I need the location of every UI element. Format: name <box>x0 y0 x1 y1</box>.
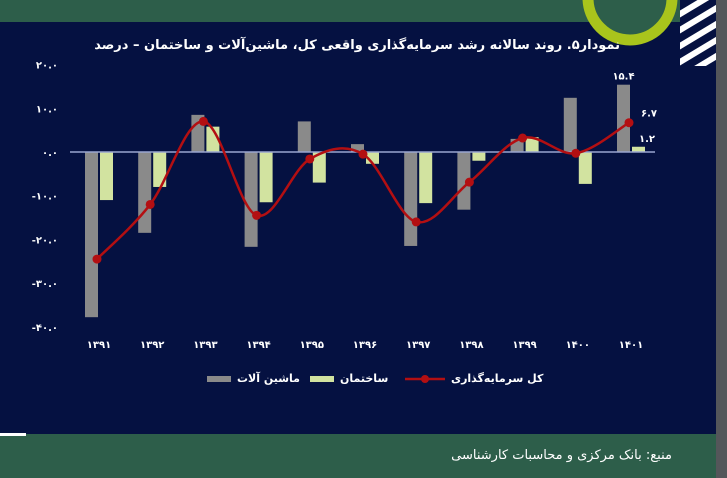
source-footer: منبع: بانک مرکزی و محاسبات کارشناسی <box>0 434 716 478</box>
x-tick-label: ۱۳۹۹ <box>512 340 536 351</box>
x-tick-label: ۱۴۰۰ <box>566 340 590 351</box>
bar-machinery <box>617 84 630 152</box>
x-tick-label: ۱۴۰۱ <box>619 340 643 351</box>
bar-construction <box>632 146 645 152</box>
source-text: منبع: بانک مرکزی و محاسبات کارشناسی <box>451 448 672 463</box>
bar-construction <box>100 152 113 201</box>
line-point-total <box>464 177 474 187</box>
bar-construction <box>419 152 433 204</box>
x-tick-label: ۱۳۹۵ <box>300 340 324 351</box>
x-tick-label: ۱۳۹۳ <box>193 340 217 351</box>
line-point-total <box>624 118 634 128</box>
bar-construction <box>366 152 379 164</box>
legend-label-machinery: ماشین آلات <box>237 372 300 385</box>
bar-construction <box>312 152 326 183</box>
x-tick-label: ۱۳۹۶ <box>353 340 377 351</box>
legend-swatch-machinery-icon <box>207 375 231 382</box>
bar-construction <box>259 152 273 203</box>
line-point-total <box>571 148 581 158</box>
line-point-total <box>411 217 421 227</box>
bar-construction <box>153 152 167 187</box>
legend-item-construction: ساختمان <box>310 372 388 385</box>
legend-label-total: کل سرمایه‌گذاری <box>451 372 544 385</box>
y-tick-label: -۳۰.۰ <box>32 279 58 290</box>
bar-machinery <box>244 152 258 247</box>
line-total-investment <box>96 120 630 260</box>
line-point-total <box>198 116 208 126</box>
right-edge-strip <box>716 0 727 478</box>
bar-machinery <box>85 152 98 318</box>
line-point-total <box>252 210 262 220</box>
x-tick-label: ۱۳۹۱ <box>87 340 111 351</box>
line-point-total <box>305 154 315 164</box>
chart-title: نمودار۵. روند سالانه رشد سرمایه‌گذاری وا… <box>94 38 620 53</box>
legend-swatch-construction-icon <box>310 375 334 382</box>
bar-machinery <box>138 152 152 233</box>
y-tick-label: -۱۰.۰ <box>32 192 58 203</box>
y-tick-label: ۲۰.۰ <box>36 61 58 72</box>
y-tick-label: ۰.۰ <box>42 148 58 159</box>
legend-line-marker-icon <box>405 374 445 383</box>
footer-marker <box>0 433 26 436</box>
decoration-ring-and-stripes <box>582 0 716 66</box>
bar-machinery <box>351 144 364 152</box>
bar-machinery <box>404 152 418 246</box>
bar-construction <box>525 137 539 152</box>
x-tick-label: ۱۳۹۴ <box>246 340 270 351</box>
data-label-construction: ۱.۲ <box>639 134 655 145</box>
data-label-machinery: ۱۵.۴ <box>612 72 634 83</box>
y-tick-label: -۴۰.۰ <box>32 323 58 334</box>
bar-construction <box>578 152 592 184</box>
bar-machinery <box>457 152 471 210</box>
bar-machinery <box>563 97 577 152</box>
legend-label-construction: ساختمان <box>340 372 389 385</box>
chart-plot-area: ۲۰.۰ ۱۰.۰ ۰.۰ -۱۰.۰ -۲۰.۰ -۳۰.۰ -۴۰.۰ ۱۳۹۱ ۱۳۹۲ ۱… <box>32 61 657 351</box>
legend-item-machinery: ماشین آلات <box>207 372 300 385</box>
line-point-total <box>358 149 368 159</box>
data-label-total: ۶.۷ <box>641 109 657 120</box>
chart-legend: کل سرمایه‌گذاری ساختمان ماشین آلات <box>200 372 543 396</box>
legend-item-total: کل سرمایه‌گذاری <box>405 372 543 385</box>
y-tick-label: -۲۰.۰ <box>32 235 58 246</box>
line-point-total <box>145 199 155 209</box>
x-tick-label: ۱۳۹۲ <box>140 340 164 351</box>
line-point-total <box>518 133 528 143</box>
x-tick-label: ۱۳۹۸ <box>459 340 483 351</box>
y-tick-label: ۱۰.۰ <box>36 104 58 115</box>
bar-machinery <box>297 121 311 152</box>
x-tick-label: ۱۳۹۷ <box>406 340 430 351</box>
line-point-total <box>92 254 102 264</box>
bar-construction <box>472 152 486 161</box>
top-band <box>0 0 716 22</box>
